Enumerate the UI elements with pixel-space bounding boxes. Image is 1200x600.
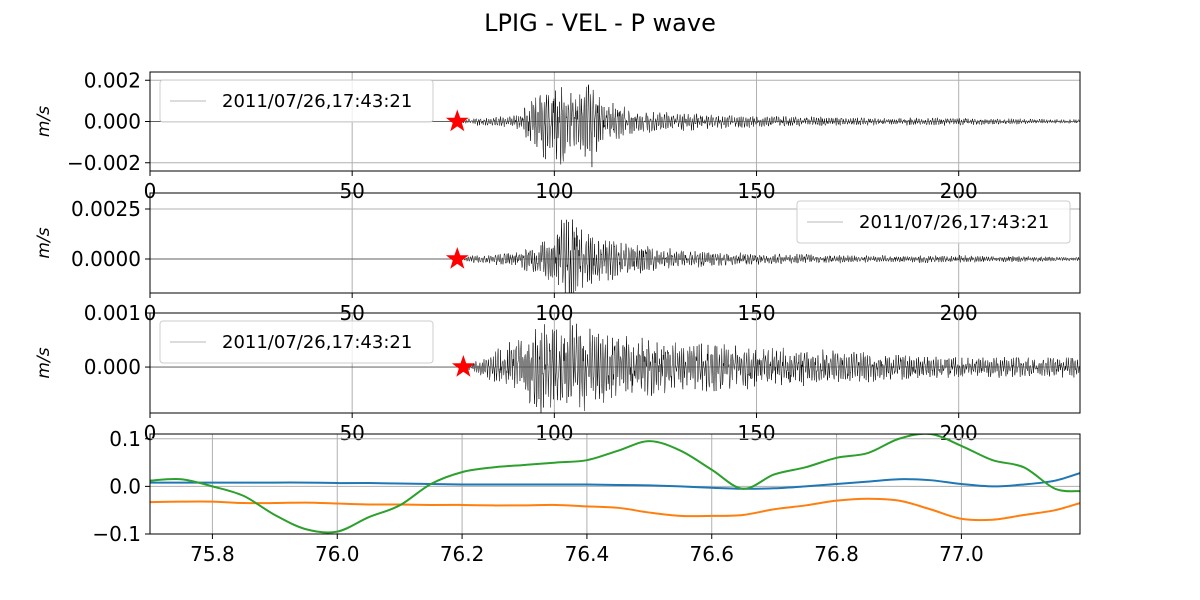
panel-3: 0 50 100 150 2000.0000.001m/s2011/07/26,17:4… [34,301,1081,445]
x-tick-label: 0 [144,179,157,203]
x-tick-label: 76.4 [565,542,610,566]
legend: 2011/07/26,17:43:21 [159,320,434,364]
plot-frame [149,433,1081,535]
y-tick-label: 0.000 [84,110,141,134]
x-tick-label: 50 [339,421,364,445]
legend: 2011/07/26,17:43:21 [159,79,434,123]
panel-2: 0501001502000.00000.0025m/s2011/07/26,17… [34,192,1081,325]
series-line-1 [150,472,1080,490]
y-axis-label: m/s [34,106,54,137]
y-tick-label: −0.1 [92,522,141,546]
series-line-3 [150,434,1080,534]
p-pick-marker [445,109,469,132]
x-tick-label: 100 [535,421,573,445]
y-tick-label: 0.1 [109,427,141,451]
x-tick-label: 76.8 [814,542,859,566]
series-line-2 [150,497,1080,522]
y-tick-label: 0.001 [84,301,141,325]
seismogram-trace [150,318,1080,413]
p-pick-marker [451,355,475,377]
legend-box [796,200,1071,244]
y-axis-label: m/s [34,347,54,378]
x-tick-label: 76.6 [689,542,734,566]
x-tick-label: 200 [940,421,978,445]
legend-box [159,79,434,123]
data-layer [150,434,1080,534]
panel-1: 0 50 100 150 200−0.0020.0000.002m/s2011/07/2… [34,68,1081,203]
legend-label: 2011/07/26,17:43:21 [222,91,412,112]
seismogram-trace [150,219,1080,293]
x-tick-label: 150 [737,421,775,445]
legend-label: 2011/07/26,17:43:21 [859,212,1049,233]
y-tick-label: −0.002 [67,151,141,175]
plot-frame [149,312,1081,414]
plot-frame [149,192,1081,294]
x-tick-label: 75.8 [190,542,235,566]
data-layer [150,318,1080,413]
panel-4: 75.8 76.0 76.2 76.4 76.6 76.8 77.0 −0.1 0.0 0.1 [92,427,1081,566]
data-layer [150,219,1080,293]
y-tick-label: 0.002 [84,68,141,92]
x-tick-label: 76.2 [440,542,485,566]
y-axis-label: m/s [34,227,54,258]
x-tick-label: 76.0 [315,542,360,566]
legend: 2011/07/26,17:43:21 [796,200,1071,244]
x-tick-label: 77.0 [939,542,984,566]
p-pick-marker [445,246,469,269]
legend-label: 2011/07/26,17:43:21 [222,332,412,353]
y-tick-label: 0.0025 [71,197,141,221]
y-tick-label: 0.0000 [71,247,141,271]
figure-title: LPIG - VEL - P wave [484,9,716,37]
legend-box [159,320,434,364]
y-tick-label: 0.000 [84,355,141,379]
y-tick-label: 0.0 [109,474,141,498]
